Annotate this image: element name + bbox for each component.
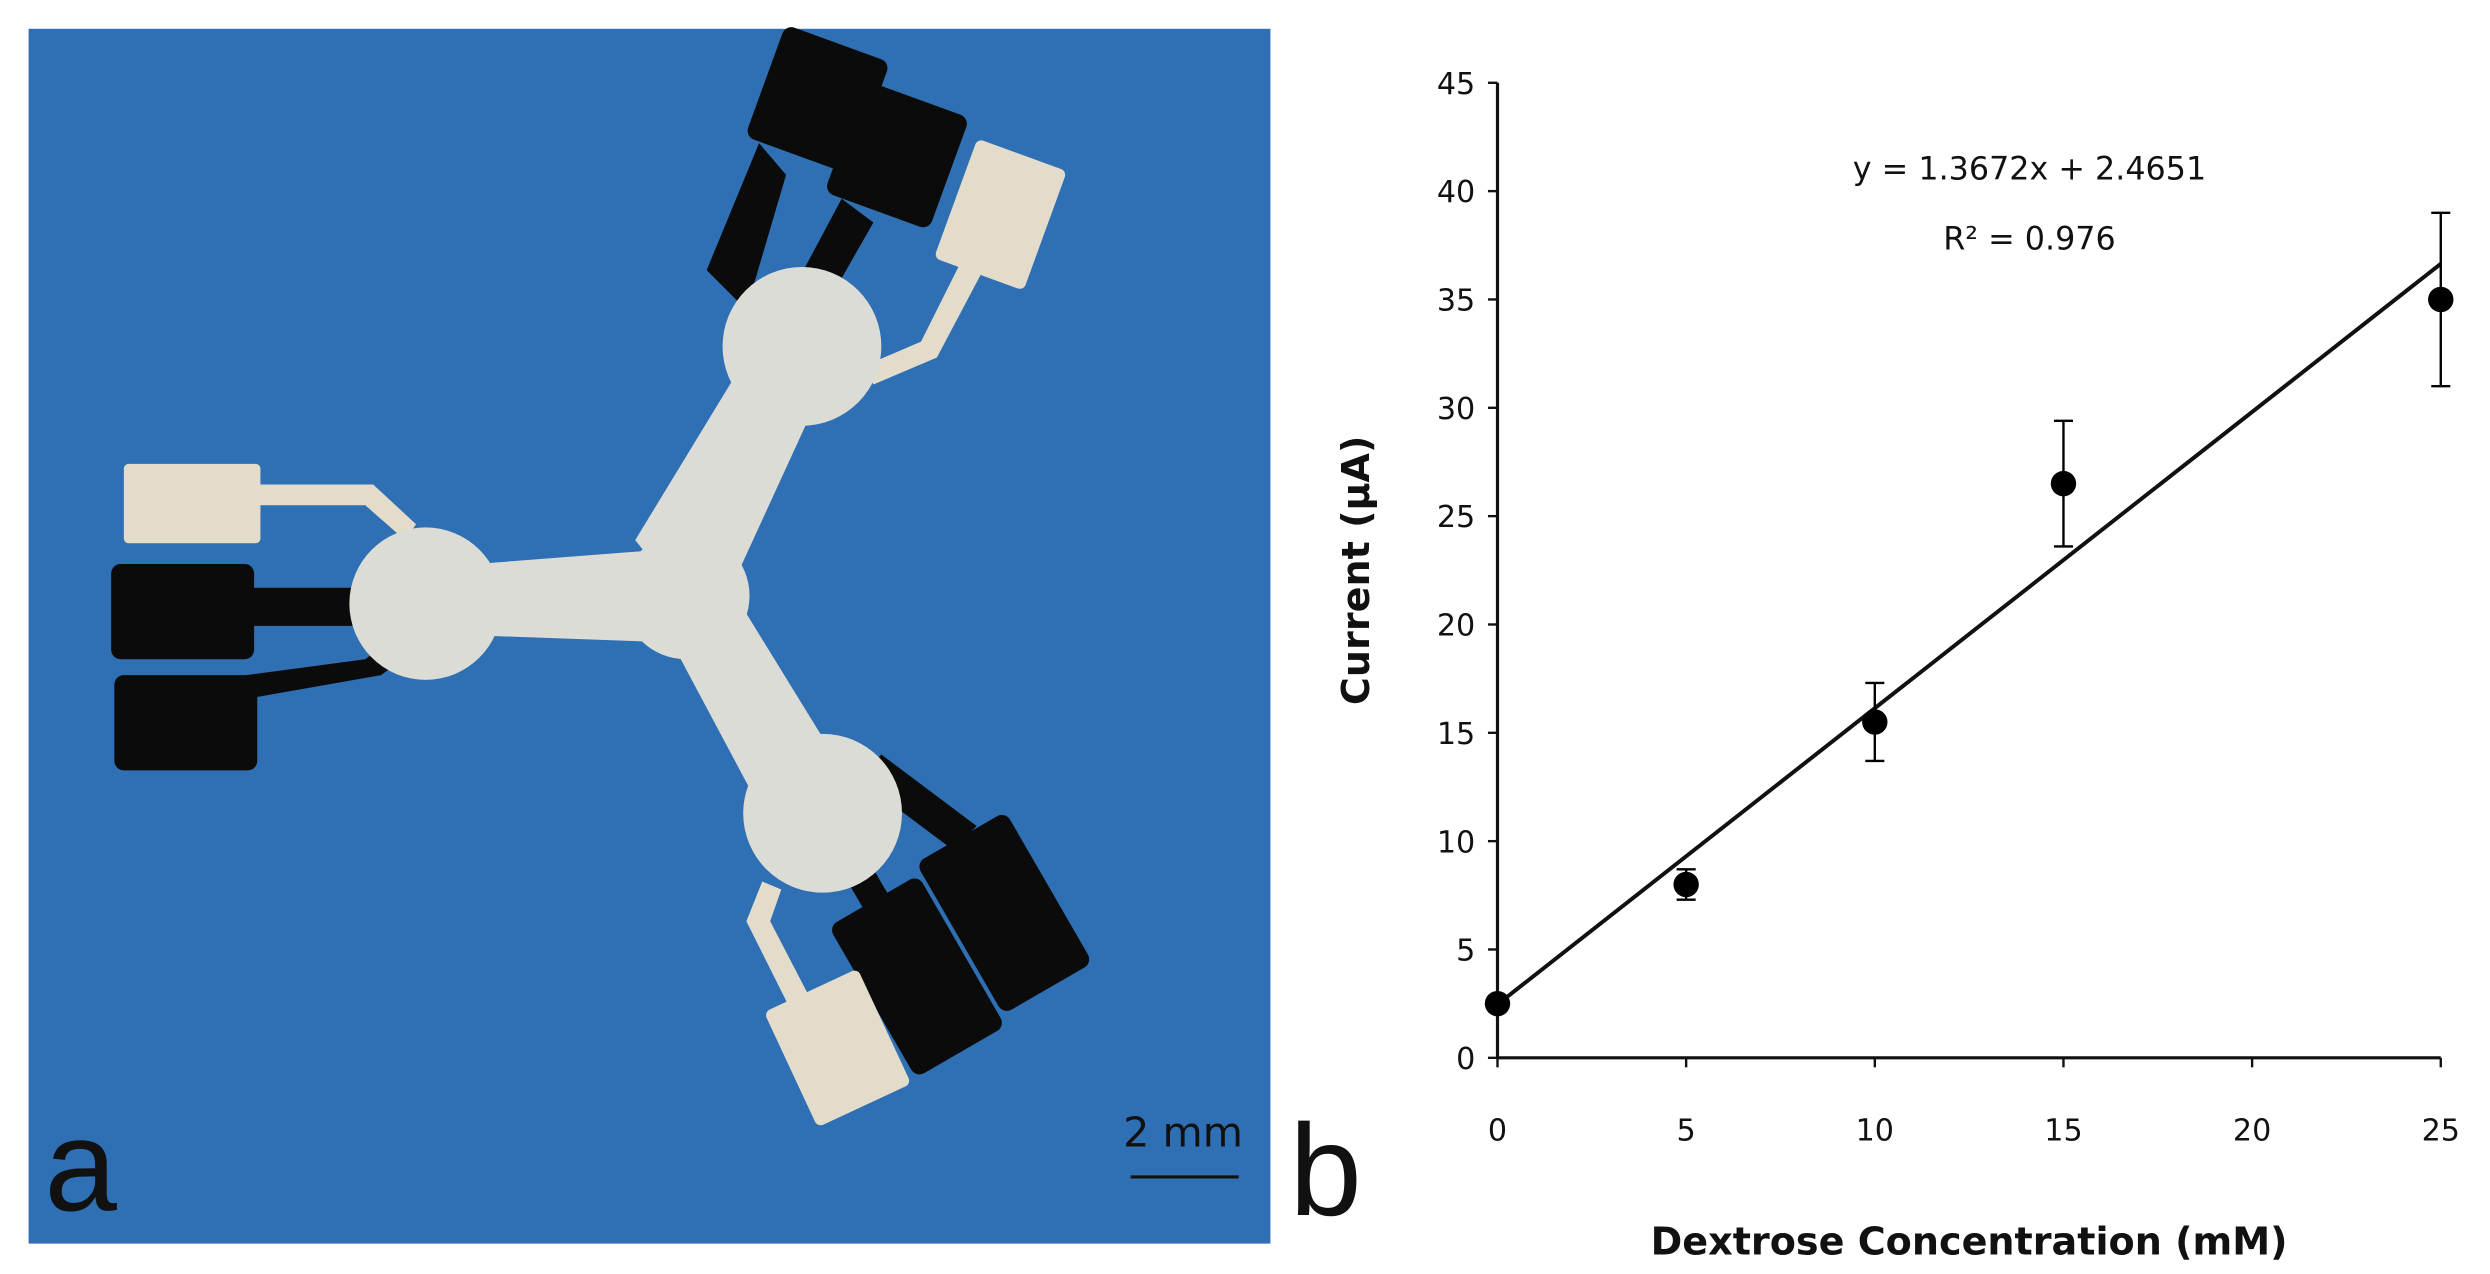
y-tick-label: 20 (1437, 609, 1475, 644)
data-point (1484, 990, 1511, 1017)
trendline-r2: R² = 0.976 (1943, 222, 2115, 258)
photo: a 2 mm (28, 27, 1271, 1244)
x-tick-label: 5 (1677, 1113, 1696, 1148)
data-point (1862, 709, 1888, 735)
data-point (2428, 286, 2454, 313)
data-point (2050, 470, 2077, 497)
trendline (1496, 262, 2442, 1006)
y-axis-title: Current (μA) (1334, 436, 1378, 706)
y-tick-label: 10 (1437, 825, 1475, 860)
x-tick-label: 0 (1488, 1113, 1507, 1148)
y-tick-label: 5 (1456, 934, 1475, 969)
y-tick-label: 40 (1437, 175, 1475, 210)
panel-label: b (1289, 1097, 1361, 1243)
y-tick-label: 0 (1456, 1042, 1475, 1077)
y-tick-label: 35 (1437, 284, 1475, 319)
y-tick-label: 30 (1437, 392, 1475, 427)
x-tick-label: 10 (1856, 1113, 1894, 1148)
x-tick-label: 15 (2044, 1113, 2082, 1148)
scale-bar-label: 2 mm (1123, 1109, 1243, 1157)
y-tick-label: 25 (1437, 500, 1475, 535)
panel-label: a (44, 1092, 117, 1238)
x-tick-label: 20 (2233, 1113, 2271, 1148)
y-tick-label: 45 (1437, 67, 1475, 102)
x-tick-label: 25 (2422, 1113, 2460, 1148)
data-point (1673, 871, 1699, 898)
trendline-equation: y = 1.3672x + 2.4651 (1853, 152, 2206, 188)
y-tick-label: 15 (1437, 717, 1475, 752)
x-axis-title: Dextrose Concentration (mM) (1651, 1220, 2288, 1264)
chart: 0 5 10 15 20 25 30 35 40 45 0 5 10 15 20 25 Dextrose Con… (1334, 67, 2460, 1264)
